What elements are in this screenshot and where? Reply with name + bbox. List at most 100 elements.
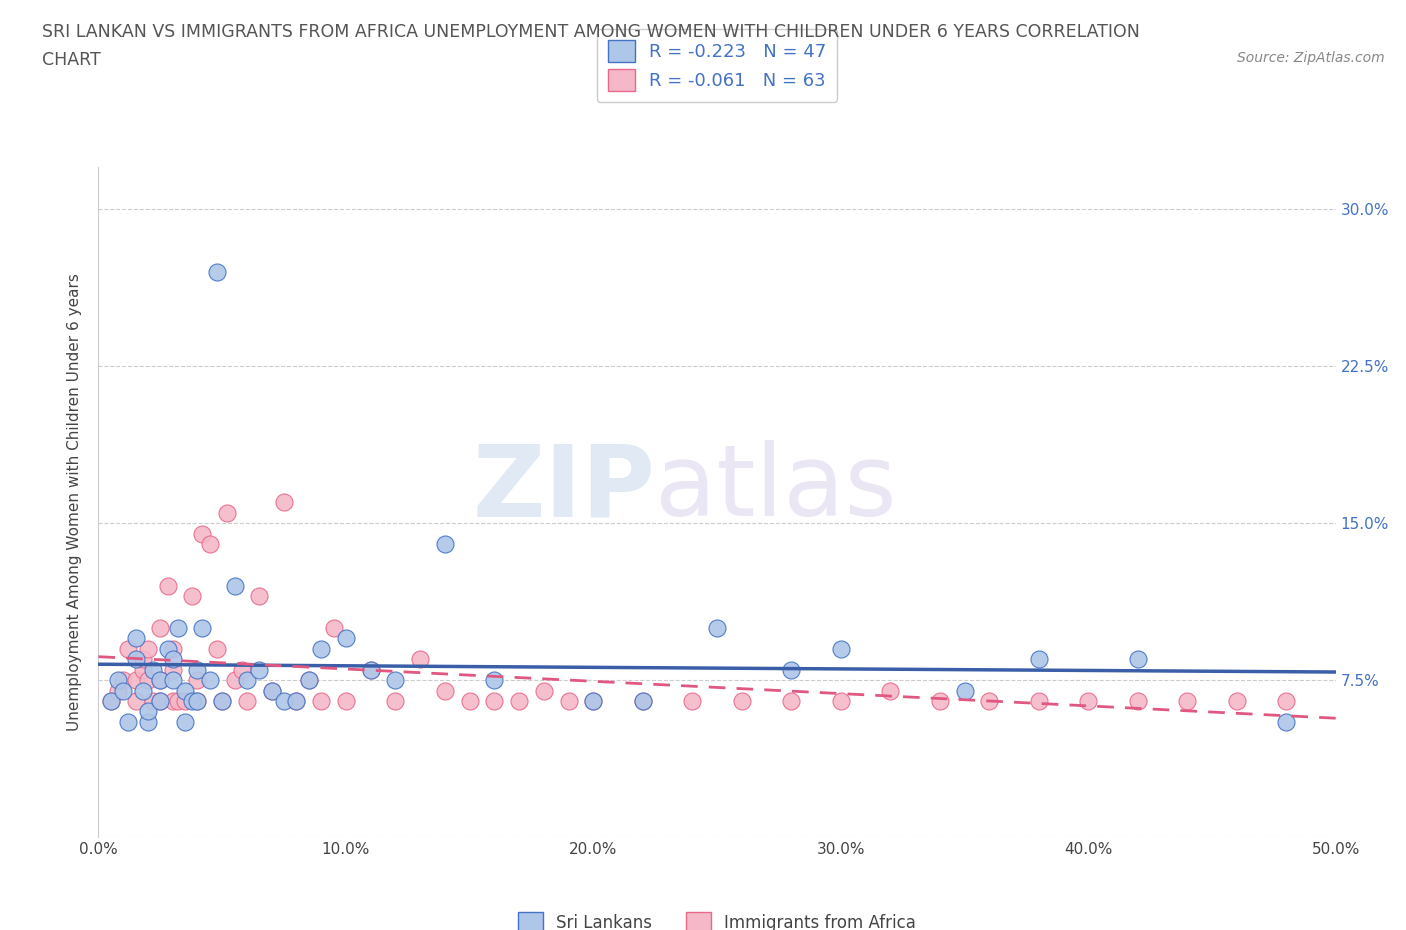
Point [1028,652,1050,667]
Point [132,652,155,667]
Point [1028,694,1050,709]
Point [830,642,852,657]
Point [136,642,159,657]
Point [1275,694,1298,709]
Point [217,505,239,520]
Point [100,694,122,709]
Point [156,642,179,657]
Point [309,642,332,657]
Point [162,662,184,677]
Point [1175,694,1198,709]
Point [224,578,246,593]
Text: CHART: CHART [42,51,101,69]
Point [780,662,803,677]
Point [236,694,259,709]
Point [247,589,270,604]
Point [149,694,172,709]
Point [162,652,184,667]
Point [136,704,159,719]
Point [132,683,155,698]
Point [979,694,1001,709]
Point [149,620,172,635]
Point [124,631,146,645]
Point [706,620,728,635]
Point [484,694,506,709]
Point [631,694,654,709]
Y-axis label: Unemployment Among Women with Children Under 6 years: Unemployment Among Women with Children U… [67,273,83,731]
Point [186,672,208,687]
Point [1126,652,1149,667]
Point [273,495,295,510]
Point [335,694,357,709]
Point [236,672,259,687]
Point [484,672,506,687]
Point [124,652,146,667]
Point [142,694,165,709]
Point [205,265,228,280]
Point [322,620,344,635]
Point [186,694,208,709]
Point [830,694,852,709]
Point [273,694,295,709]
Point [186,694,208,709]
Point [731,694,754,709]
Point [285,694,308,709]
Point [124,694,146,709]
Point [149,672,172,687]
Point [928,694,950,709]
Point [285,694,308,709]
Point [149,694,172,709]
Point [211,694,233,709]
Point [211,694,233,709]
Point [156,578,179,593]
Point [166,694,188,709]
Point [174,683,197,698]
Point [191,620,214,635]
Point [162,672,184,687]
Point [681,694,703,709]
Point [582,694,605,709]
Point [136,714,159,729]
Point [198,537,221,551]
Point [166,620,188,635]
Point [260,683,283,698]
Point [309,694,332,709]
Text: ZIP: ZIP [472,440,655,538]
Point [1126,694,1149,709]
Point [149,672,172,687]
Point [181,694,204,709]
Point [142,662,165,677]
Point [533,683,555,698]
Point [384,694,406,709]
Point [298,672,321,687]
Point [132,662,155,677]
Point [247,662,270,677]
Point [186,662,208,677]
Point [181,589,204,604]
Text: SRI LANKAN VS IMMIGRANTS FROM AFRICA UNEMPLOYMENT AMONG WOMEN WITH CHILDREN UNDE: SRI LANKAN VS IMMIGRANTS FROM AFRICA UNE… [42,23,1140,41]
Point [384,672,406,687]
Point [162,642,184,657]
Point [335,631,357,645]
Text: atlas: atlas [655,440,897,538]
Point [433,537,456,551]
Point [117,642,139,657]
Point [360,662,382,677]
Point [1226,694,1249,709]
Text: Source: ZipAtlas.com: Source: ZipAtlas.com [1237,51,1385,65]
Point [112,683,135,698]
Point [162,694,184,709]
Point [1077,694,1099,709]
Point [224,672,246,687]
Point [205,642,228,657]
Point [100,694,122,709]
Point [582,694,605,709]
Legend: Sri Lankans, Immigrants from Africa: Sri Lankans, Immigrants from Africa [512,906,922,930]
Point [136,672,159,687]
Point [631,694,654,709]
Point [260,683,283,698]
Point [231,662,253,677]
Point [508,694,530,709]
Point [107,683,129,698]
Point [124,672,146,687]
